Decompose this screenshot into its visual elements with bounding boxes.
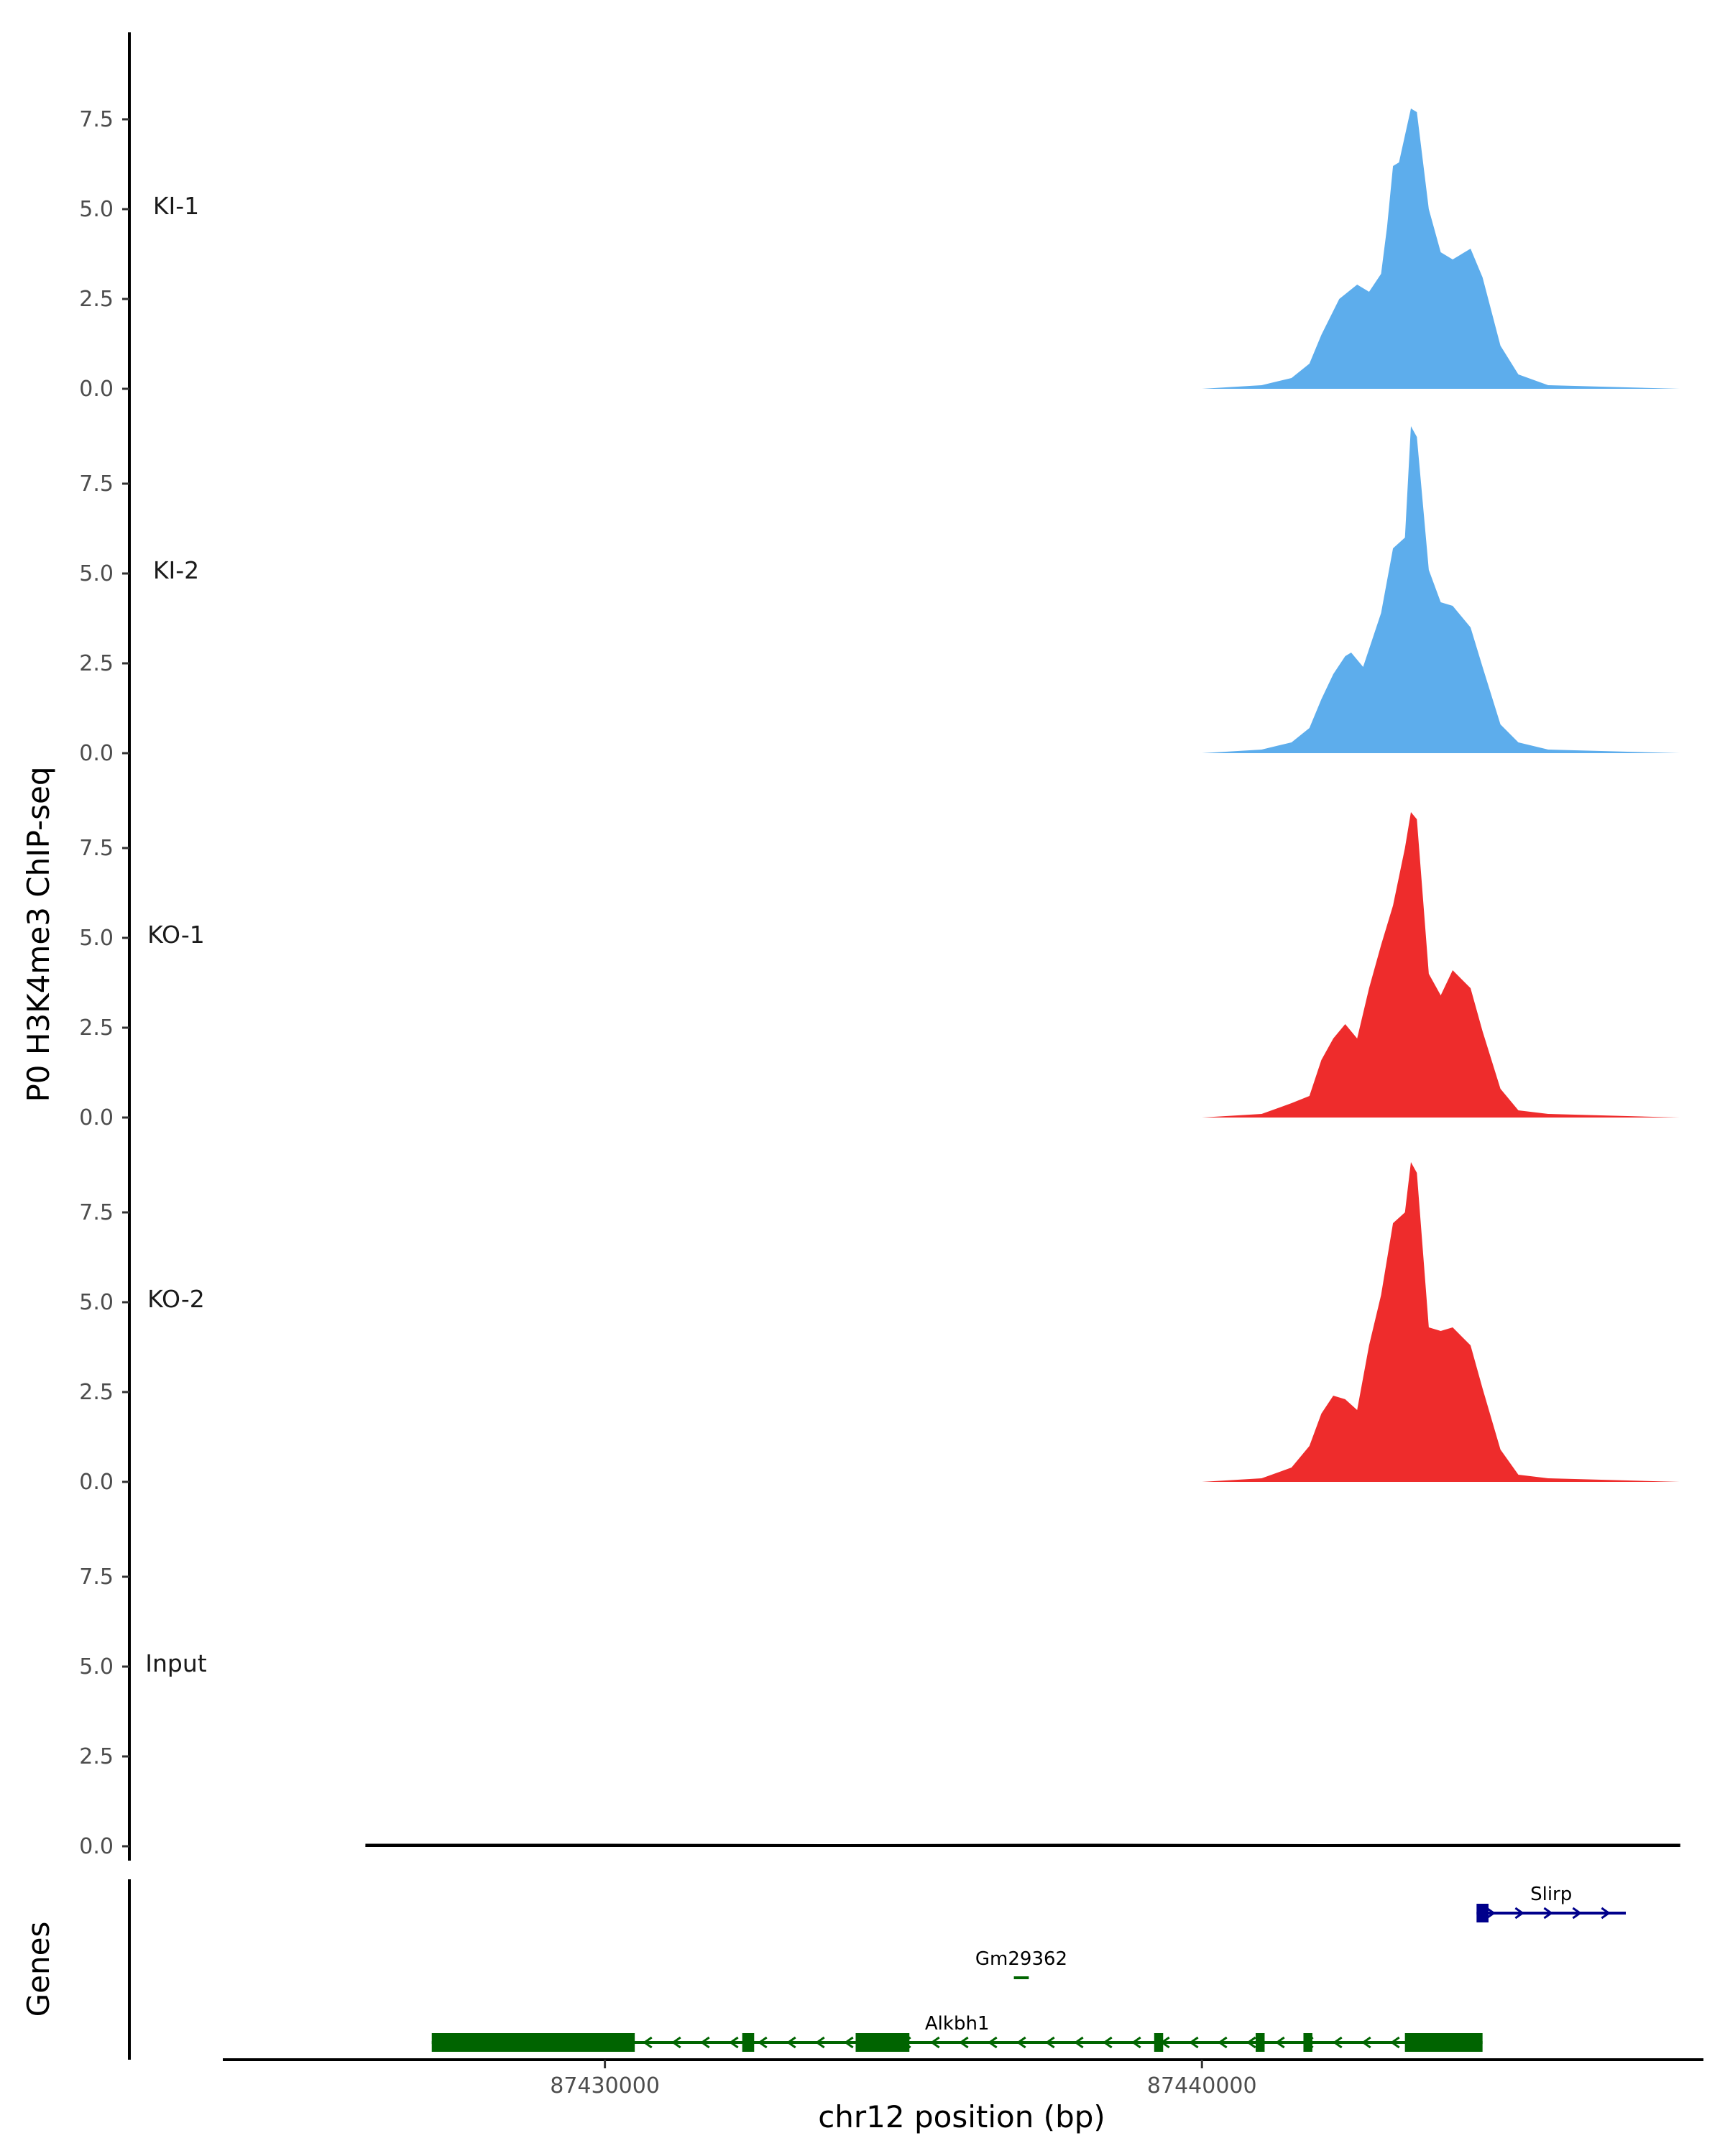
signal-area-ko-1 — [366, 812, 1680, 1118]
gene-exon — [431, 2033, 635, 2052]
gene-slirp: Slirp — [1476, 1884, 1627, 1922]
track-panel-input: 0.0 2.5 5.0 7.5 Input — [79, 1490, 1680, 1861]
gene-exon — [1256, 2033, 1265, 2052]
gene-exon — [1404, 2033, 1483, 2052]
strand-arrow — [1246, 2036, 1256, 2049]
y-tick-label: 2.5 — [79, 287, 114, 312]
track-panel-ki-1: 0.0 2.5 5.0 7.5 KI-1 — [79, 32, 1680, 403]
gene-exon — [1154, 2033, 1164, 2052]
strand-arrow — [1016, 2036, 1026, 2049]
y-tick-label: 2.5 — [79, 1380, 114, 1405]
x-tick-label: 87440000 — [1147, 2073, 1257, 2099]
gene-label: Gm29362 — [975, 1948, 1067, 1970]
strand-arrow — [1572, 1907, 1582, 1920]
strand-arrow — [1103, 2036, 1113, 2049]
track-panel-ko-1: 0.0 2.5 5.0 7.5 KO-1 — [79, 761, 1680, 1132]
strand-arrow — [815, 2036, 825, 2049]
y-tick-label: 5.0 — [79, 197, 114, 222]
y-tick-label: 7.5 — [79, 1200, 114, 1225]
strand-arrow — [1361, 2036, 1371, 2049]
strand-arrow — [959, 2036, 969, 2049]
strand-arrow — [1514, 1907, 1524, 1920]
strand-arrow — [1218, 2036, 1228, 2049]
gene-alkbh1: Alkbh1 — [431, 2013, 1483, 2052]
strand-arrow — [671, 2036, 681, 2049]
strand-arrow — [1045, 2036, 1055, 2049]
track-label: KI-2 — [153, 556, 199, 584]
track-panel-ko-2: 0.0 2.5 5.0 7.5 KO-2 — [79, 1125, 1680, 1496]
y-tick-label: 0.0 — [79, 741, 114, 766]
x-axis-title: chr12 position (bp) — [818, 2099, 1105, 2134]
strand-arrow — [1601, 1907, 1611, 1920]
y-tick-label: 2.5 — [79, 1015, 114, 1041]
strand-arrow — [988, 2036, 998, 2049]
y-axis-title: P0 H3K4me3 ChIP-seq — [21, 766, 56, 1102]
strand-arrow — [930, 2036, 940, 2049]
track-panel-ki-2: 0.0 2.5 5.0 7.5 KI-2 — [79, 397, 1680, 768]
strand-arrow — [729, 2036, 739, 2049]
gene-label: Alkbh1 — [925, 2013, 990, 2035]
signal-area-ko-2 — [366, 1162, 1680, 1482]
gene-exon — [855, 2033, 910, 2052]
y-tick-label: 5.0 — [79, 926, 114, 951]
strand-arrow — [844, 2036, 854, 2049]
y-tick-label: 7.5 — [79, 107, 114, 132]
y-tick-label: 5.0 — [79, 1290, 114, 1315]
signal-panels: 0.0 2.5 5.0 7.5 KI-1 0.0 2.5 5.0 7.5 KI-2 0.0 2.5 5.… — [79, 32, 1680, 1861]
strand-arrow — [1543, 1907, 1553, 1920]
y-tick-label: 0.0 — [79, 377, 114, 402]
gene-track-panel: 87430000 87440000 Slirp Gm29362 Alkbh1 — [128, 1879, 1703, 2099]
track-label: Input — [145, 1649, 207, 1677]
strand-arrow — [1333, 2036, 1343, 2049]
track-label: KO-1 — [147, 921, 205, 949]
y-tick-label: 0.0 — [79, 1834, 114, 1859]
y-tick-label: 2.5 — [79, 1744, 114, 1769]
gene-track-title: Genes — [21, 1922, 56, 2017]
y-tick-label: 7.5 — [79, 836, 114, 861]
strand-arrow — [758, 2036, 768, 2049]
y-tick-label: 0.0 — [79, 1470, 114, 1495]
signal-area-input — [365, 1843, 1680, 1847]
signal-area-ki-2 — [366, 426, 1680, 753]
gene-exon — [1476, 1904, 1489, 1922]
strand-arrow — [1390, 2036, 1400, 2049]
strand-arrow — [700, 2036, 710, 2049]
y-tick-label: 5.0 — [79, 561, 114, 586]
x-tick-label: 87430000 — [550, 2073, 660, 2099]
track-label: KO-2 — [147, 1285, 205, 1313]
strand-arrow — [786, 2036, 796, 2049]
y-tick-label: 0.0 — [79, 1105, 114, 1130]
strand-arrow — [1486, 1907, 1496, 1920]
track-label: KI-1 — [153, 192, 199, 220]
signal-area-ki-1 — [366, 109, 1680, 389]
gene-label: Slirp — [1530, 1884, 1572, 1905]
y-tick-label: 7.5 — [79, 471, 114, 497]
strand-arrow — [1131, 2036, 1141, 2049]
strand-arrow — [1275, 2036, 1285, 2049]
y-tick-label: 7.5 — [79, 1565, 114, 1590]
y-tick-label: 5.0 — [79, 1654, 114, 1680]
strand-arrow — [1189, 2036, 1199, 2049]
gene-exon — [742, 2033, 755, 2052]
y-tick-label: 2.5 — [79, 651, 114, 676]
gene-gm29362: Gm29362 — [975, 1948, 1067, 1979]
strand-arrow — [643, 2036, 653, 2049]
strand-arrow — [1074, 2036, 1084, 2049]
gene-exon — [1303, 2033, 1312, 2052]
